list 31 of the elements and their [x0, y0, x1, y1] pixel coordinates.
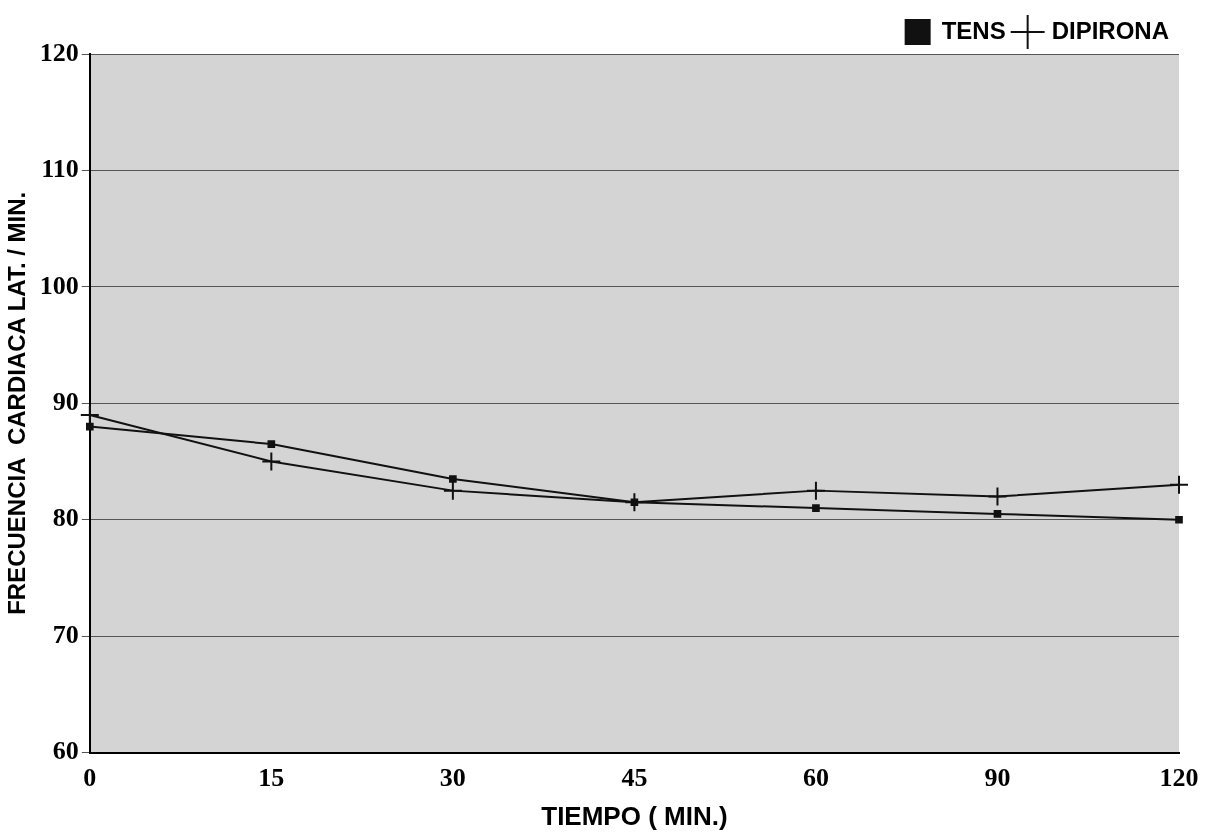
- point: [812, 504, 820, 512]
- x-tick-label: 90: [984, 762, 1011, 792]
- y-tick-label: 100: [39, 270, 79, 300]
- x-tick-label: 120: [1159, 762, 1199, 792]
- x-tick-label: 15: [258, 762, 285, 792]
- point: [442, 480, 463, 501]
- point: [267, 440, 276, 448]
- y-tick-label: 70: [52, 619, 79, 649]
- x-tick-label: 30: [439, 762, 466, 792]
- y-tick-label: 120: [39, 37, 79, 67]
- y-axis-title: FRECUENCIA CARDIACA LAT. / MIN.: [3, 191, 31, 615]
- point: [1169, 474, 1189, 495]
- point: [805, 480, 826, 501]
- y-tick-label: 60: [52, 736, 79, 766]
- point: [1175, 515, 1183, 524]
- y-tick-label: 110: [41, 154, 79, 184]
- point: [261, 451, 282, 472]
- x-axis-title: TIEMPO ( MIN.): [541, 800, 728, 831]
- x-tick-label: 60: [802, 762, 829, 792]
- point: [993, 510, 1002, 518]
- point: [630, 498, 639, 507]
- y-tick-label: 80: [52, 503, 79, 533]
- point: [987, 486, 1008, 507]
- point: [85, 422, 94, 431]
- legend-label: TENS: [941, 16, 1006, 44]
- point: [624, 492, 645, 513]
- y-tick-label: 90: [52, 387, 79, 417]
- legend-label: DIPIRONA: [1051, 16, 1169, 44]
- x-tick-label: 0: [83, 762, 97, 792]
- x-tick-label: 45: [621, 762, 648, 792]
- point: [449, 475, 457, 483]
